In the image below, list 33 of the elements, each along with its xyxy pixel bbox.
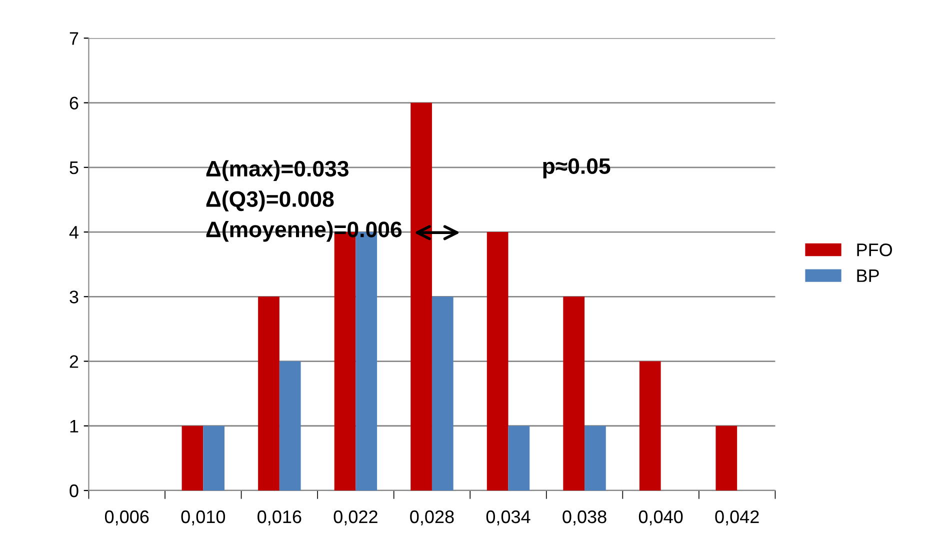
bar: [410, 102, 432, 490]
bar: [432, 296, 454, 490]
bar: [584, 426, 606, 490]
x-tick-label: 0,028: [410, 510, 454, 526]
bar: [258, 296, 280, 490]
bar: [486, 232, 508, 490]
annotation: p≈0.05: [543, 158, 610, 178]
bar: [639, 361, 661, 490]
x-tick-label: 0,006: [104, 510, 149, 526]
x-tick-label: 0,022: [334, 510, 378, 526]
legend-label: BP: [857, 270, 879, 282]
x-tick-label: 0,010: [181, 510, 226, 526]
y-tick-label: 3: [70, 290, 78, 304]
x-tick-label: 0,038: [562, 510, 606, 526]
legend-label: PFO: [857, 243, 892, 256]
bar: [279, 361, 301, 490]
annotation: Δ(max)=0.033 Δ(Q3)=0.008 Δ(moyenne)=0.006: [206, 160, 402, 242]
x-tick-label: 0,040: [638, 510, 683, 526]
x-tick-label: 0,042: [715, 510, 759, 526]
bar: [203, 426, 224, 490]
y-tick-label: 6: [70, 96, 78, 110]
y-tick-label: 5: [70, 162, 78, 174]
y-tick-label: 1: [70, 420, 78, 432]
x-tick-label: 0,034: [486, 510, 530, 526]
bar: [182, 426, 204, 490]
y-tick-label: 7: [70, 32, 78, 45]
x-tick-label: 0,016: [258, 510, 302, 526]
y-tick-label: 0: [70, 484, 78, 498]
bar: [508, 426, 530, 490]
y-tick-label: 4: [69, 226, 78, 239]
y-tick-label: 2: [70, 355, 78, 368]
bar: [716, 426, 738, 490]
bar: [563, 296, 585, 490]
